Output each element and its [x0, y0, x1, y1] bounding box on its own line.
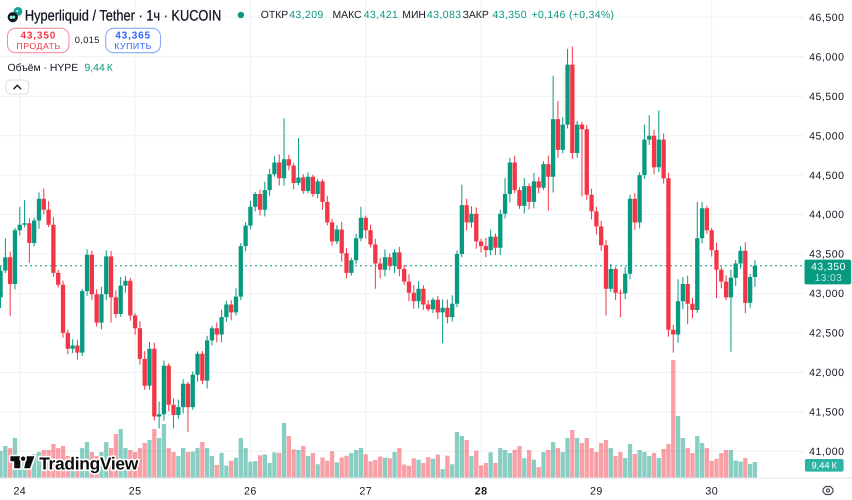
svg-text:42,000: 42,000 [809, 367, 844, 379]
svg-text:43,365: 43,365 [115, 31, 151, 42]
svg-text:43,000: 43,000 [809, 288, 844, 300]
svg-text:+0,146 (+0,34%): +0,146 (+0,34%) [532, 10, 615, 21]
svg-text:ЗАКР: ЗАКР [463, 10, 489, 21]
svg-text:ПРОДАТЬ: ПРОДАТЬ [16, 41, 60, 51]
svg-text:44,500: 44,500 [809, 170, 844, 182]
svg-text:Hyperliquid / Tether · 1ч · KU: Hyperliquid / Tether · 1ч · KUCOIN [25, 7, 221, 24]
svg-text:27: 27 [359, 486, 372, 498]
svg-text:43,350: 43,350 [811, 262, 846, 273]
svg-text:24: 24 [13, 486, 26, 498]
svg-text:Объём · HYPE: Объём · HYPE [8, 63, 79, 74]
svg-text:41,000: 41,000 [809, 446, 844, 458]
svg-text:30: 30 [705, 486, 718, 498]
svg-text:25: 25 [129, 486, 142, 498]
svg-text:46,000: 46,000 [809, 52, 844, 64]
svg-text:43,083: 43,083 [427, 10, 461, 21]
svg-text:МИН: МИН [402, 10, 426, 21]
svg-text:9,44 К: 9,44 К [85, 63, 113, 74]
svg-text:43,350: 43,350 [20, 31, 56, 42]
svg-text:41,500: 41,500 [809, 407, 844, 419]
svg-text:42,500: 42,500 [809, 328, 844, 340]
svg-text:26: 26 [244, 486, 257, 498]
svg-text:0,015: 0,015 [75, 35, 100, 45]
svg-text:43,421: 43,421 [364, 10, 398, 21]
svg-text:28: 28 [475, 486, 488, 498]
svg-text:КУПИТЬ: КУПИТЬ [114, 41, 152, 51]
svg-text:43,350: 43,350 [493, 10, 527, 21]
svg-text:43,209: 43,209 [289, 10, 323, 21]
svg-text:13:03: 13:03 [815, 273, 843, 284]
svg-text:9,44 К: 9,44 К [812, 461, 838, 471]
svg-text:45,500: 45,500 [809, 91, 844, 103]
svg-text:ОТКР: ОТКР [261, 10, 288, 21]
svg-text:МАКС: МАКС [333, 10, 363, 21]
svg-text:45,000: 45,000 [809, 130, 844, 142]
svg-text:29: 29 [590, 486, 603, 498]
svg-text:44,000: 44,000 [809, 209, 844, 221]
svg-text:46,500: 46,500 [809, 12, 844, 24]
svg-text:TradingView: TradingView [39, 454, 139, 474]
svg-text:43,500: 43,500 [809, 249, 844, 261]
